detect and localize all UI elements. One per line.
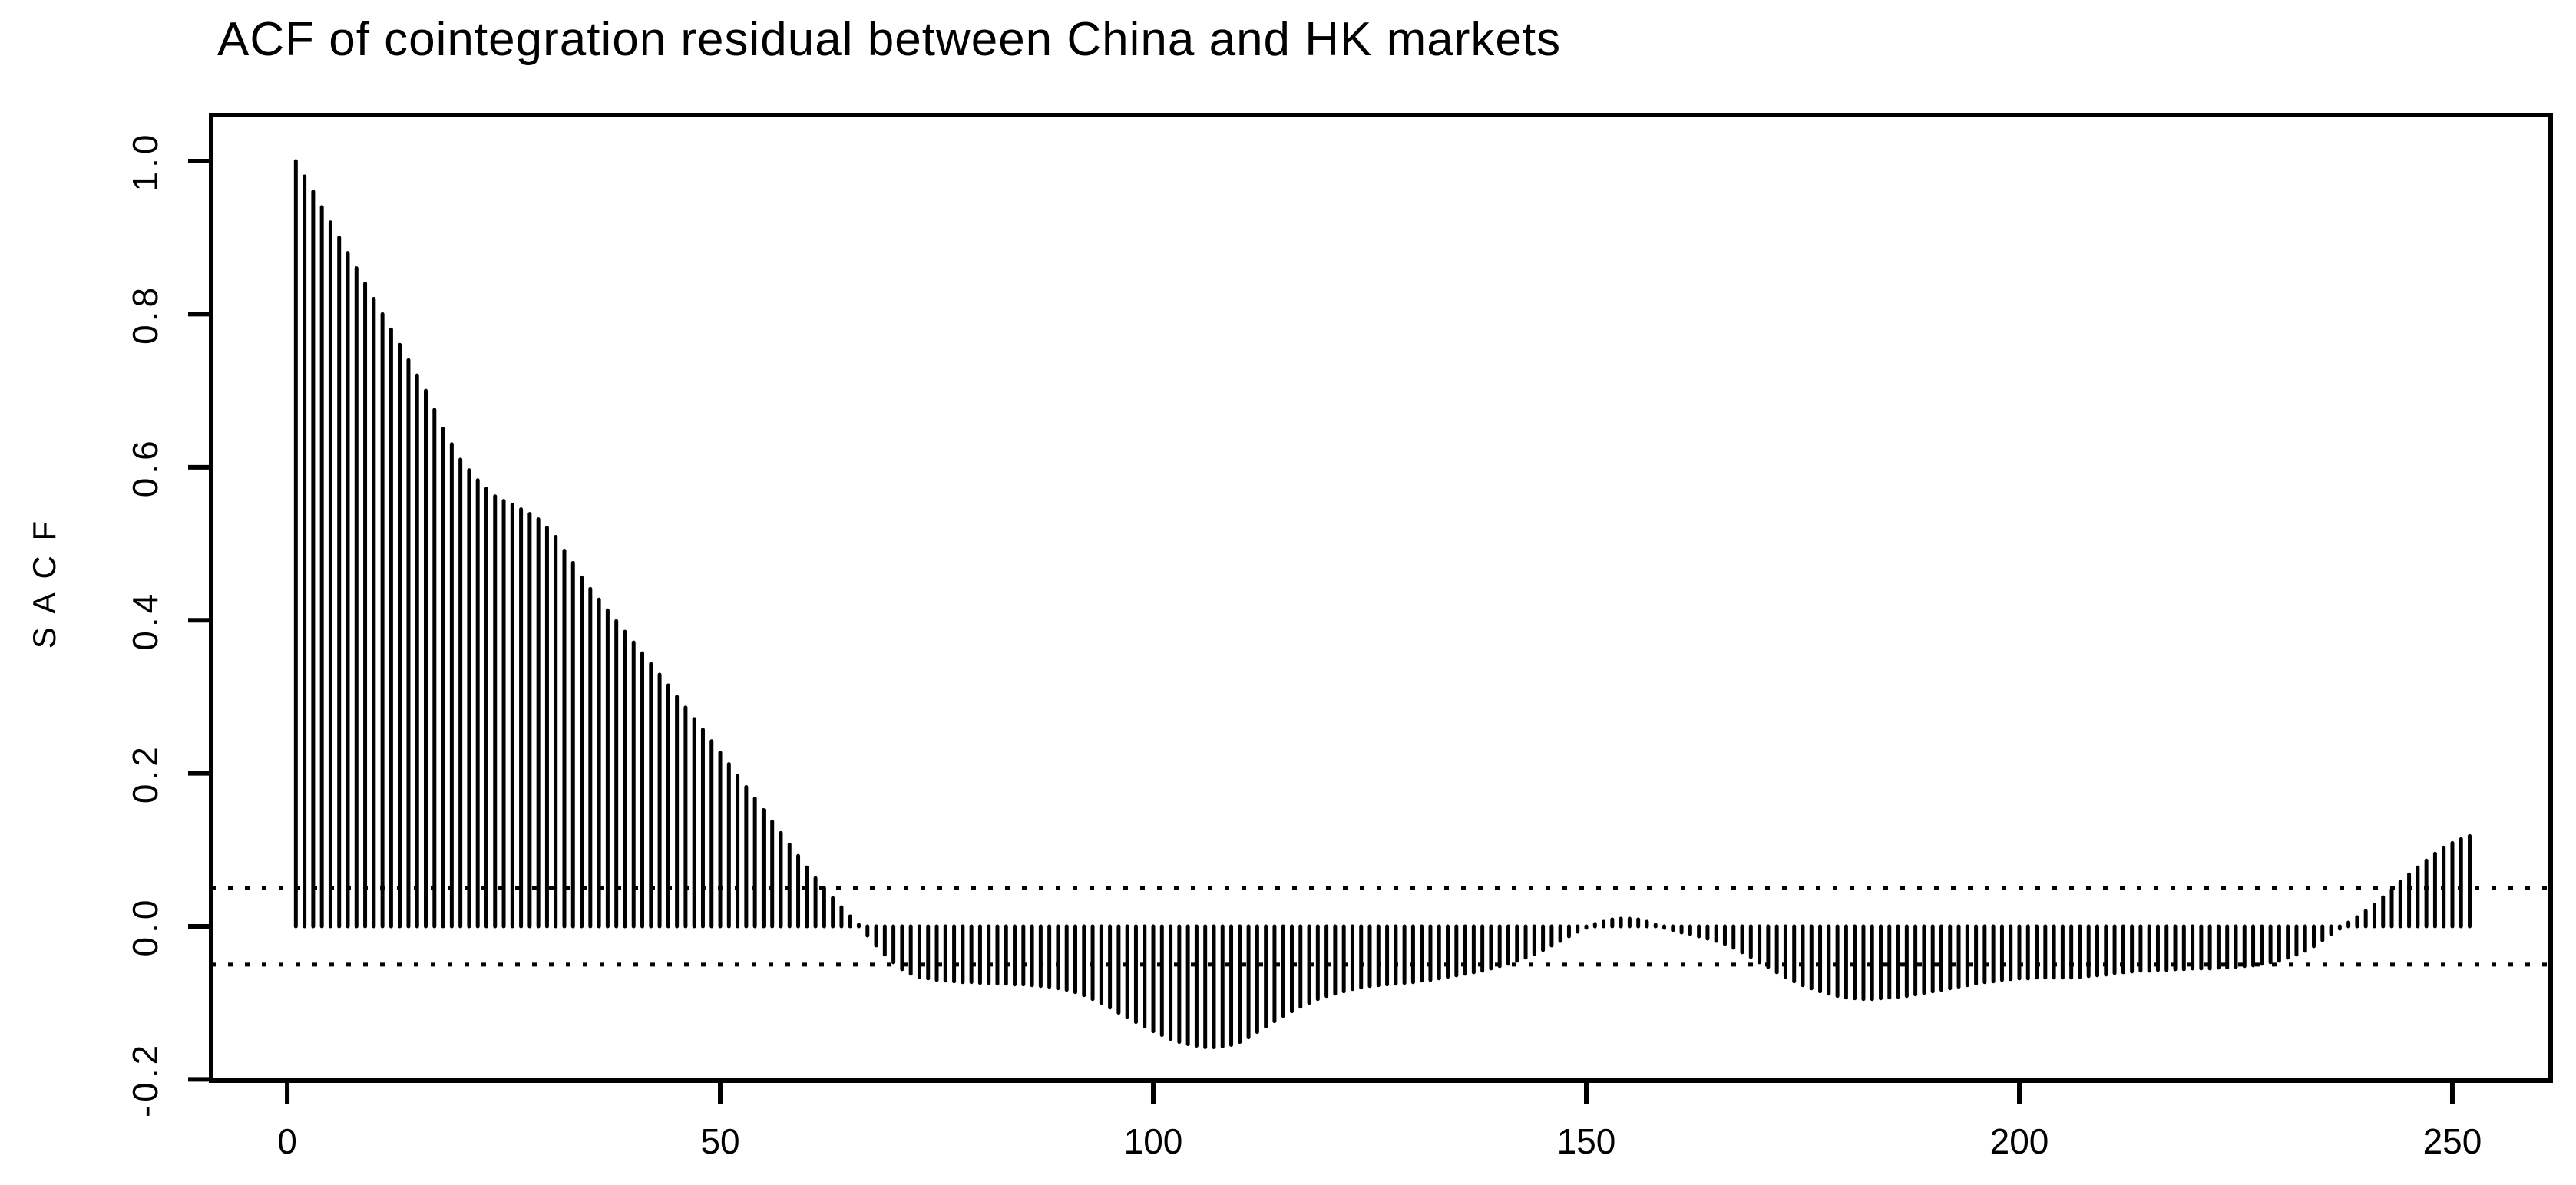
y-tick-label: 0.0 — [125, 896, 165, 957]
confidence-bands — [211, 886, 2551, 967]
y-tick-label: 0.6 — [125, 437, 165, 497]
plot-border — [209, 113, 2553, 1083]
y-axis-label: S A C F — [26, 518, 62, 649]
y-tick-label: 0.8 — [125, 284, 165, 345]
y-tick-label: -0.2 — [125, 1041, 165, 1117]
y-tick-label: 0.4 — [125, 590, 165, 651]
chart-title: ACF of cointegration residual between Ch… — [217, 13, 1561, 66]
x-axis: 0 50 100 150 200 250 — [277, 1081, 2482, 1161]
x-tick-label: 50 — [700, 1121, 739, 1161]
plot-frame — [209, 113, 2553, 1083]
y-axis: -0.2 0.0 0.2 0.4 0.6 0.8 1.0 — [125, 131, 211, 1117]
x-tick-label: 200 — [1990, 1121, 2049, 1161]
x-tick-label: 250 — [2423, 1121, 2482, 1161]
y-tick-label: 0.2 — [125, 743, 165, 804]
x-tick-label: 0 — [277, 1121, 297, 1161]
x-tick-label: 150 — [1557, 1121, 1616, 1161]
y-tick-label: 1.0 — [125, 131, 165, 192]
acf-bars — [293, 159, 2472, 1050]
x-tick-label: 100 — [1124, 1121, 1183, 1161]
